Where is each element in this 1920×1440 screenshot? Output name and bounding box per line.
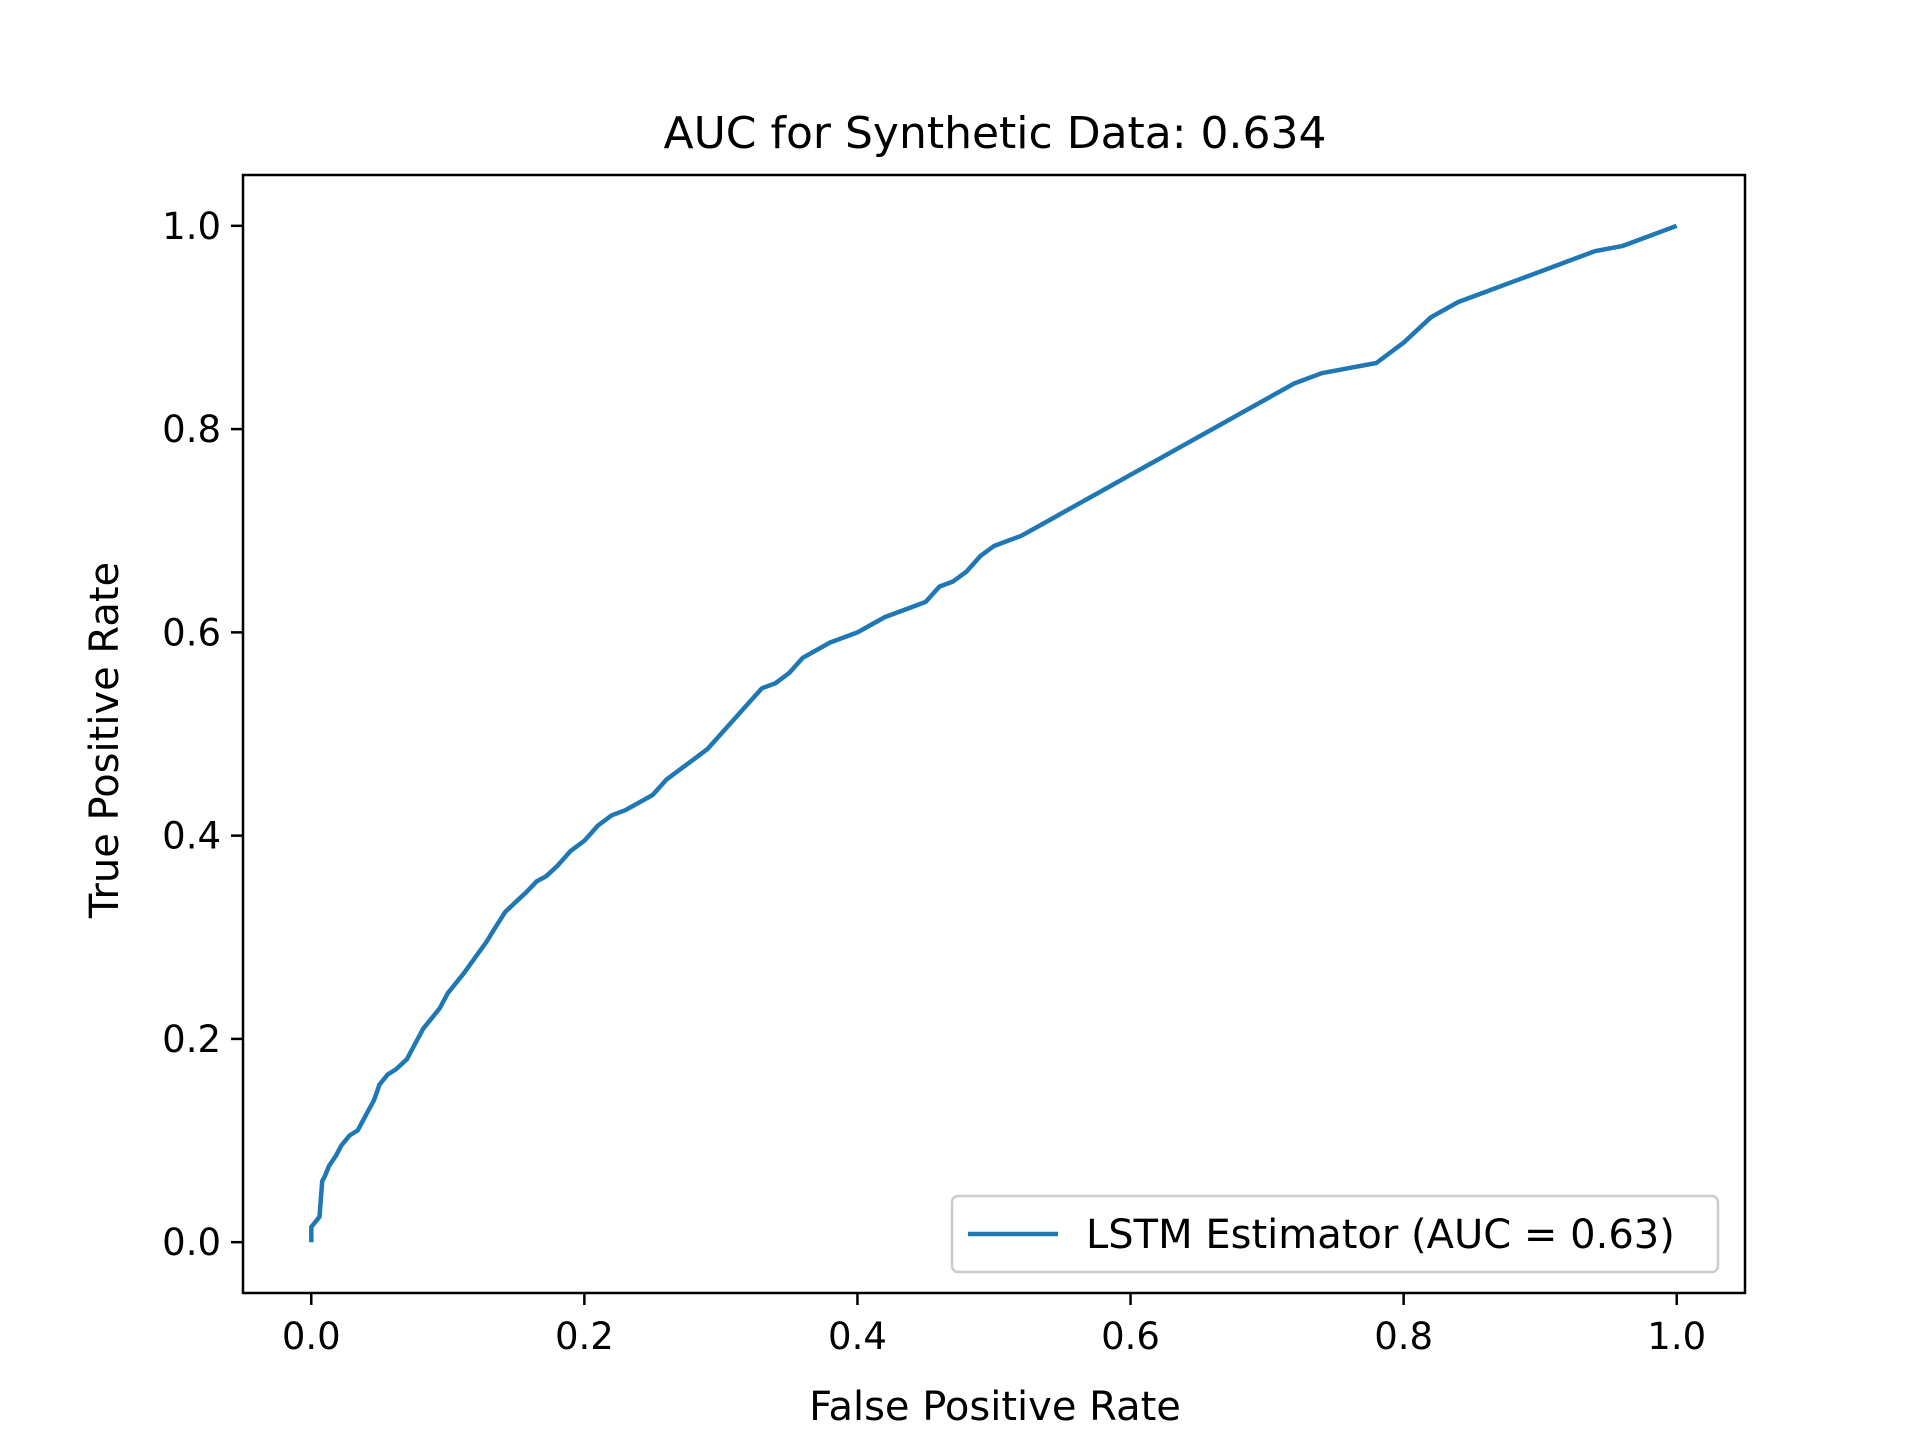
legend-box bbox=[950, 1194, 1720, 1274]
x-tick-label: 0.4 bbox=[828, 1315, 887, 1358]
y-tick-label: 0.2 bbox=[162, 1018, 221, 1061]
plot-frame bbox=[241, 173, 1747, 1295]
x-axis-label: False Positive Rate bbox=[809, 1384, 1181, 1430]
y-tick-label: 0.8 bbox=[162, 408, 221, 451]
x-tick-label: 0.2 bbox=[555, 1315, 614, 1358]
y-tick-label: 0.6 bbox=[162, 611, 221, 654]
y-axis-ticks: 0.0 0.2 0.4 0.6 0.8 1.0 bbox=[162, 205, 243, 1264]
legend-label-lstm: LSTM Estimator (AUC = 0.63) bbox=[1086, 1212, 1675, 1258]
x-tick-label: 1.0 bbox=[1647, 1315, 1706, 1358]
roc-curve-series-0 bbox=[309, 223, 1678, 1243]
y-tick-label: 0.4 bbox=[162, 815, 221, 858]
x-tick-label: 0.0 bbox=[282, 1315, 341, 1358]
chart-title: AUC for Synthetic Data: 0.634 bbox=[663, 108, 1326, 159]
y-tick-label: 1.0 bbox=[162, 205, 221, 248]
x-axis-ticks: 0.0 0.2 0.4 0.6 0.8 1.0 bbox=[282, 1293, 1706, 1358]
y-tick-label: 0.0 bbox=[162, 1221, 221, 1264]
y-axis-label: True Positive Rate bbox=[82, 562, 128, 919]
legend: LSTM Estimator (AUC = 0.63) bbox=[950, 1194, 1720, 1274]
plot-area bbox=[309, 223, 1678, 1243]
x-tick-label: 0.8 bbox=[1374, 1315, 1433, 1358]
x-tick-label: 0.6 bbox=[1101, 1315, 1160, 1358]
